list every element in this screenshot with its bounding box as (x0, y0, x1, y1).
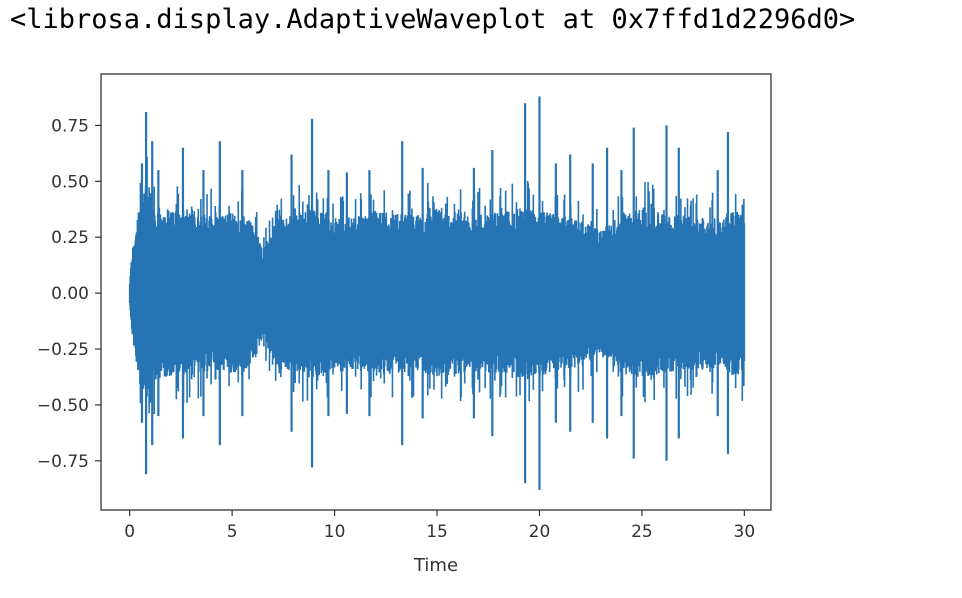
y-axis: 0.75 0.50 0.25 0.00 −0.25 −0.50 −0.75 (37, 116, 101, 472)
y-tick-label: 0.50 (51, 172, 89, 192)
x-tick-label: 10 (324, 522, 346, 542)
x-axis-label: Time (413, 555, 458, 576)
x-tick-label: 30 (734, 522, 756, 542)
y-tick-label: 0.25 (51, 228, 89, 248)
x-tick-label: 15 (426, 522, 448, 542)
y-tick-label: −0.75 (37, 452, 89, 472)
x-tick-label: 20 (529, 522, 551, 542)
output-repr-text: <librosa.display.AdaptiveWaveplot at 0x7… (10, 4, 856, 35)
plot-frame (100, 73, 772, 511)
y-tick-label: −0.25 (37, 340, 89, 360)
y-tick-label: 0.00 (51, 284, 89, 304)
waveform-core-band (129, 217, 745, 370)
x-tick-label: 25 (631, 522, 653, 542)
x-tick-label: 0 (124, 522, 135, 542)
y-tick-label: −0.50 (37, 396, 89, 416)
x-axis: 0 5 10 15 20 25 30 (124, 510, 755, 542)
y-tick-label: 0.75 (51, 116, 89, 136)
x-tick-label: 5 (227, 522, 238, 542)
waveform-layer (128, 96, 746, 490)
